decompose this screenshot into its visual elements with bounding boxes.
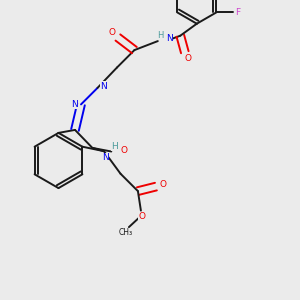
Text: N: N <box>102 153 109 162</box>
Text: N: N <box>71 100 78 109</box>
Text: N: N <box>100 82 107 91</box>
Text: F: F <box>235 8 240 17</box>
Text: H: H <box>157 31 164 40</box>
Text: N: N <box>166 34 172 43</box>
Text: CH₃: CH₃ <box>119 228 133 237</box>
Text: O: O <box>159 180 166 189</box>
Text: O: O <box>120 146 128 155</box>
Text: O: O <box>108 28 116 37</box>
Text: O: O <box>138 212 145 221</box>
Text: O: O <box>184 54 191 63</box>
Text: H: H <box>112 142 118 151</box>
